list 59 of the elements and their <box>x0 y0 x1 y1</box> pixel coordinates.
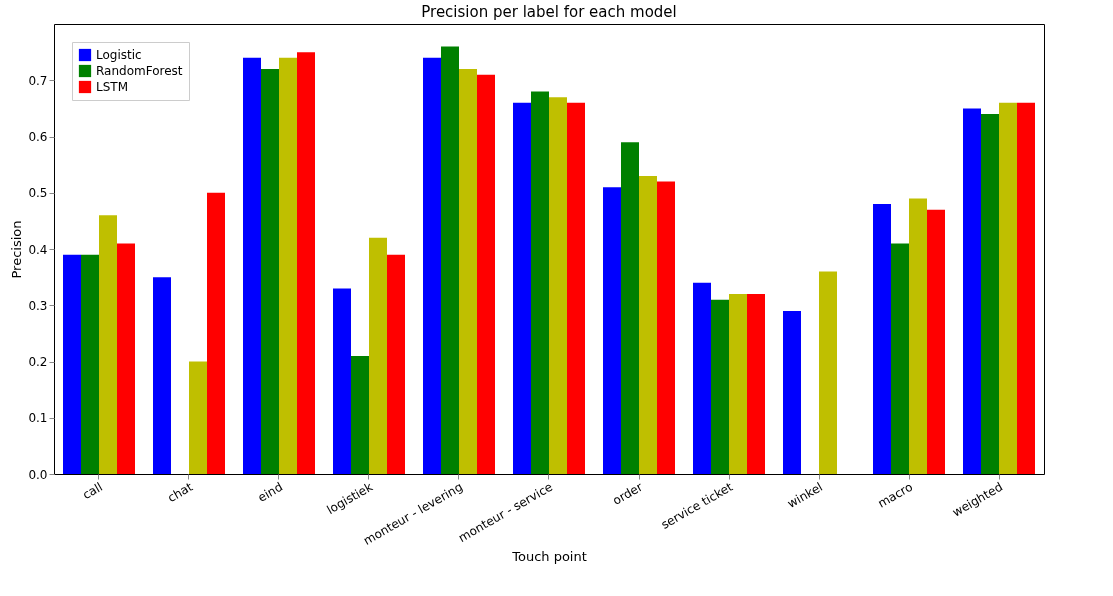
y-tick-label: 0.3 <box>28 298 48 313</box>
x-tick-label: order <box>610 479 646 508</box>
bar <box>639 175 657 474</box>
bar <box>207 192 225 474</box>
y-axis-title: Precision <box>9 220 25 279</box>
bar <box>423 57 441 474</box>
bar <box>99 215 117 474</box>
bar <box>441 46 459 474</box>
y-tick-label: 0.1 <box>28 411 48 426</box>
bar <box>459 69 477 474</box>
bar <box>261 69 279 474</box>
bar <box>603 187 621 474</box>
bar <box>279 57 297 474</box>
x-axis-title: Touch point <box>511 548 587 564</box>
bar <box>873 204 891 474</box>
legend-label: RandomForest <box>96 64 183 78</box>
bar <box>981 114 999 474</box>
y-tick-label: 0.7 <box>28 73 48 88</box>
chart-title: Precision per label for each model <box>421 3 677 21</box>
bar <box>369 237 387 474</box>
y-tick-label: 0.6 <box>28 130 48 144</box>
x-tick-label: eind <box>255 479 285 505</box>
bar <box>891 243 909 474</box>
bar <box>153 277 171 474</box>
legend-label: Logistic <box>96 48 142 62</box>
bar <box>963 108 981 474</box>
bar <box>567 102 585 474</box>
y-tick-label: 0.2 <box>28 355 48 369</box>
bar <box>729 294 747 474</box>
bar <box>63 254 81 474</box>
bar <box>819 271 837 474</box>
bar <box>657 181 675 474</box>
bar <box>333 288 351 474</box>
y-tick-label: 0.0 <box>28 467 48 482</box>
y-tick-label: 0.5 <box>28 186 48 201</box>
bar <box>693 282 711 474</box>
bar <box>621 142 639 474</box>
bar <box>117 243 135 474</box>
bar <box>549 97 567 474</box>
bar <box>927 209 945 474</box>
x-tick-label: chat <box>165 479 196 506</box>
bar <box>531 91 549 474</box>
bar <box>783 310 801 474</box>
bar <box>909 198 927 474</box>
bar <box>477 74 495 474</box>
x-tick-label: call <box>80 479 105 503</box>
bar <box>189 361 207 474</box>
bar <box>1017 102 1035 474</box>
bar <box>243 57 261 474</box>
bar <box>387 254 405 474</box>
bar <box>351 355 369 474</box>
bar <box>297 52 315 474</box>
legend-label: LSTM <box>96 80 128 94</box>
bar <box>81 254 99 474</box>
bar <box>513 102 531 474</box>
y-tick-label: 0.4 <box>28 242 48 257</box>
bar <box>711 299 729 474</box>
bar <box>999 102 1017 474</box>
bar <box>747 294 765 474</box>
